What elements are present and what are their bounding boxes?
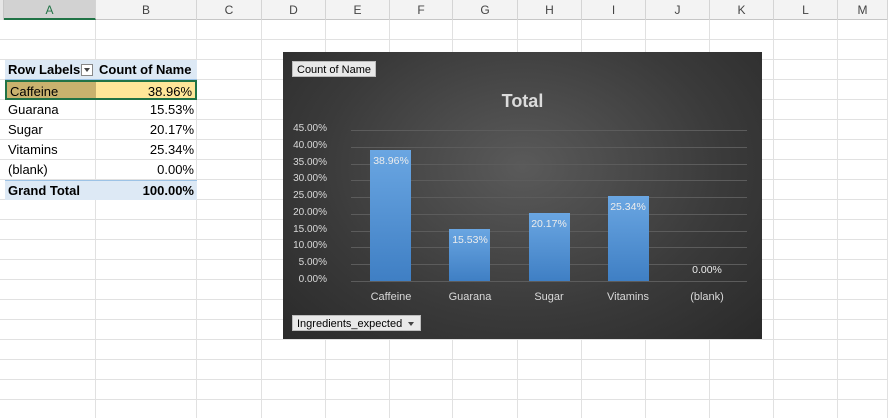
axis-field-button[interactable]: Ingredients_expected [292, 315, 422, 331]
column-header-i[interactable]: I [582, 0, 646, 20]
pivot-row-labels-header[interactable]: Row Labels [5, 60, 96, 80]
active-cell-label[interactable]: Caffeine [5, 80, 96, 100]
y-tick-label: 30.00% [293, 173, 327, 184]
pivot-row-value[interactable]: 25.34% [149, 142, 194, 157]
active-cell-value[interactable]: 38.96% [96, 80, 197, 100]
pivot-chart[interactable]: Count of Name Total 0.00% 5.00% 10.00% 15.0… [283, 52, 762, 339]
bar-vitamins[interactable] [608, 196, 649, 281]
y-tick-label: 25.00% [293, 190, 327, 201]
pivot-row-label[interactable]: Vitamins [8, 142, 58, 157]
pivot-row-value[interactable]: 15.53% [149, 102, 194, 117]
column-header-h[interactable]: H [518, 0, 582, 20]
column-header-l[interactable]: L [774, 0, 838, 20]
x-category-label: Vitamins [607, 291, 649, 303]
y-tick-label: 20.00% [293, 207, 327, 218]
column-header-e[interactable]: E [326, 0, 390, 20]
data-label: 38.96% [373, 155, 409, 167]
gridline [351, 180, 747, 181]
row-gridline [0, 379, 888, 380]
row-gridline [0, 39, 888, 40]
column-header-b[interactable]: B [96, 0, 197, 20]
axis-field-button-label: Ingredients_expected [297, 318, 403, 330]
data-label: 20.17% [531, 218, 567, 230]
bar-sugar[interactable] [529, 213, 570, 281]
pivot-row-value[interactable]: 20.17% [149, 122, 194, 137]
chevron-down-icon [406, 319, 416, 329]
grand-total-value[interactable]: 100.00% [96, 180, 197, 200]
grand-total-label-text: Grand Total [8, 183, 80, 198]
value-field-button-label: Count of Name [297, 64, 371, 76]
pivot-row-value[interactable]: 0.00% [157, 162, 194, 177]
row-gridline [0, 339, 888, 340]
y-tick-label: 40.00% [293, 140, 327, 151]
y-tick-label: 5.00% [298, 257, 327, 268]
y-tick-label: 10.00% [293, 240, 327, 251]
value-field-button[interactable]: Count of Name [292, 61, 376, 77]
y-tick-label: 35.00% [293, 157, 327, 168]
pivot-row-label[interactable]: Guarana [8, 102, 59, 117]
column-header-k[interactable]: K [710, 0, 774, 20]
bar-caffeine[interactable] [370, 150, 411, 281]
gridline [351, 281, 747, 282]
y-tick-label: 45.00% [293, 123, 327, 134]
gridline [351, 147, 747, 148]
y-tick-label: 15.00% [293, 224, 327, 235]
x-category-label: Guarana [448, 291, 492, 303]
pivot-row-label[interactable]: Sugar [8, 122, 43, 137]
data-label: 15.53% [452, 234, 488, 246]
pivot-value-header[interactable]: Count of Name [96, 60, 197, 80]
bar-guarana[interactable] [449, 229, 490, 281]
gridline [351, 197, 747, 198]
column-header-g[interactable]: G [453, 0, 518, 20]
select-all-corner[interactable] [0, 0, 4, 20]
column-header-c[interactable]: C [197, 0, 262, 20]
y-tick-label: 0.00% [298, 274, 327, 285]
row-gridline [0, 359, 888, 360]
data-label: 0.00% [692, 264, 722, 276]
column-header-j[interactable]: J [646, 0, 710, 20]
gridline [351, 130, 747, 131]
column-header-f[interactable]: F [390, 0, 453, 20]
column-header-d[interactable]: D [262, 0, 326, 20]
row-labels-filter-dropdown[interactable] [81, 64, 93, 76]
data-label: 25.34% [610, 201, 646, 213]
row-labels-text: Row Labels [8, 62, 81, 77]
grand-total-value-text: 100.00% [142, 183, 194, 198]
x-category-label: Caffeine [370, 291, 412, 303]
x-category-label: (blank) [690, 291, 724, 303]
grand-total-label[interactable]: Grand Total [5, 180, 96, 200]
column-header-a[interactable]: A [4, 0, 96, 20]
chart-title: Total [501, 91, 544, 111]
x-category-label: Sugar [534, 291, 564, 303]
row-gridline [0, 399, 888, 400]
column-header-m[interactable]: M [838, 0, 888, 20]
pivot-row-label[interactable]: (blank) [8, 162, 48, 177]
gridline [351, 164, 747, 165]
value-field-text: Count of Name [99, 62, 192, 77]
